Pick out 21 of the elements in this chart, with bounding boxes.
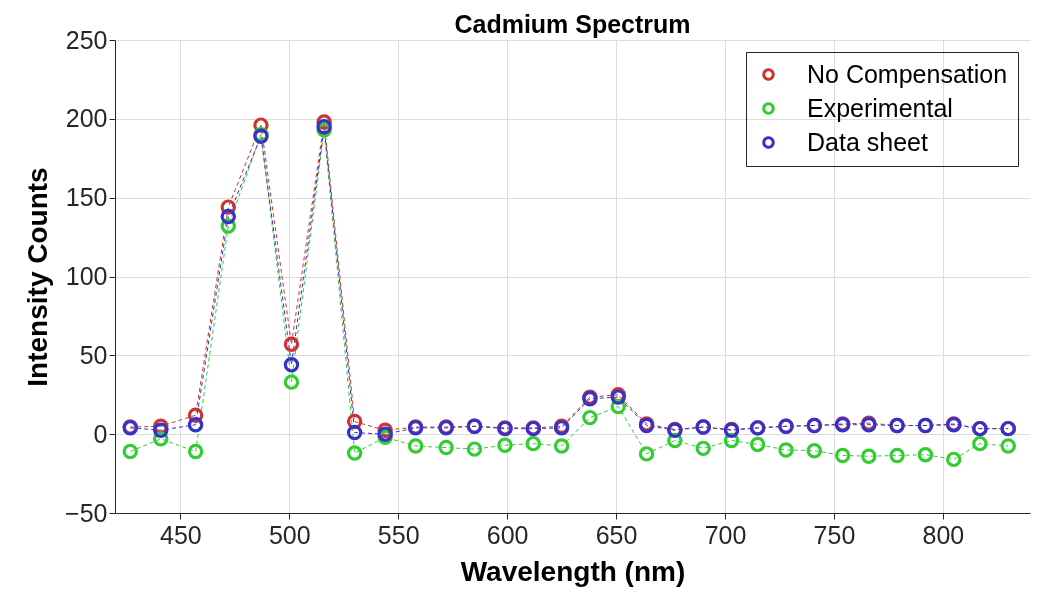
chart-title: Cadmium Spectrum — [454, 10, 691, 38]
y-tick-label: 250 — [65, 25, 108, 54]
x-tick-label: 550 — [377, 520, 420, 549]
x-axis-title: Wavelength (nm) — [460, 555, 686, 587]
y-tick-label: 50 — [79, 340, 108, 369]
y-axis-title: Intensity Counts — [22, 167, 54, 387]
y-tick-label: −50 — [65, 498, 108, 527]
x-tick-label: 650 — [595, 520, 638, 549]
y-tick-label: 200 — [65, 104, 108, 133]
y-tick-label: 0 — [93, 419, 108, 448]
x-tick-label: 600 — [486, 520, 529, 549]
x-tick-label: 800 — [922, 520, 965, 549]
x-tick-label: 750 — [813, 520, 856, 549]
y-tick-label: 100 — [65, 262, 108, 290]
x-tick-label: 700 — [704, 520, 747, 549]
y-tick-label: 150 — [65, 183, 108, 212]
legend-label: No Compensation — [807, 59, 1008, 88]
legend-label: Experimental — [807, 93, 953, 122]
x-tick-label: 500 — [268, 520, 311, 549]
x-tick-label: 450 — [160, 520, 202, 549]
legend-label: Data sheet — [807, 127, 928, 156]
